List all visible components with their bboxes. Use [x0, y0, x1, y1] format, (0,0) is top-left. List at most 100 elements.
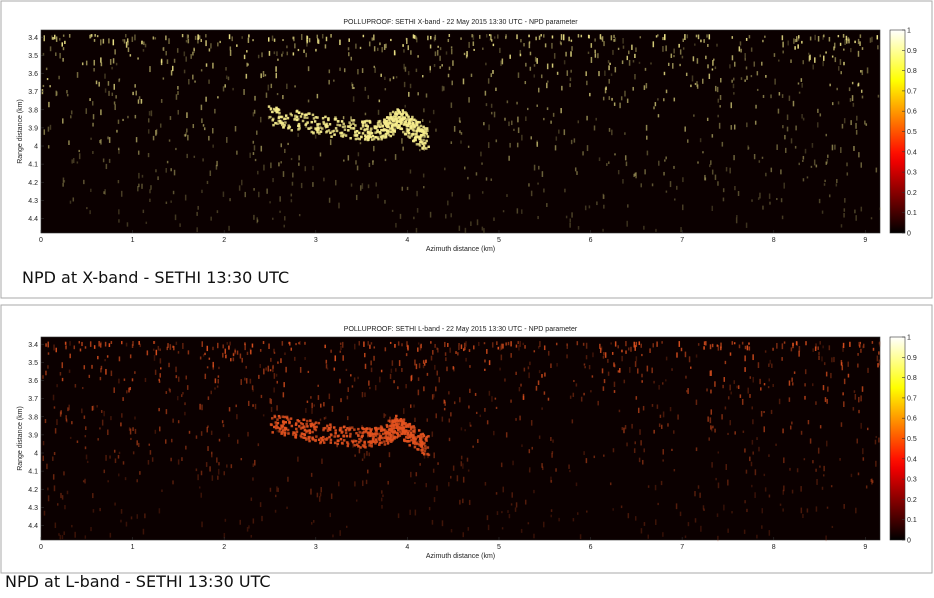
speckle-dot	[825, 440, 828, 447]
slick-dot	[312, 423, 315, 427]
speckle-dot	[256, 217, 258, 224]
speckle-dot	[348, 52, 350, 57]
speckle-dot	[307, 66, 310, 72]
speckle-dot	[484, 481, 487, 486]
speckle-dot	[542, 466, 544, 471]
speckle-dot	[460, 461, 463, 467]
speckle-dot	[524, 499, 527, 505]
slick-dot	[392, 125, 395, 128]
speckle-dot	[858, 152, 860, 158]
speckle-dot	[593, 125, 596, 131]
speckle-dot	[74, 384, 77, 388]
speckle-dot	[611, 129, 613, 136]
speckle-dot	[157, 176, 159, 181]
speckle-dot	[740, 77, 743, 80]
speckle-dot	[846, 172, 849, 176]
slick-dot	[353, 134, 357, 137]
speckle-dot	[733, 61, 736, 67]
slick-dot	[425, 139, 428, 143]
slick-dot	[371, 434, 374, 438]
speckle-dot	[736, 385, 738, 389]
speckle-dot	[711, 462, 713, 468]
speckle-dot	[206, 180, 209, 185]
speckle-dot	[770, 94, 772, 99]
speckle-dot	[714, 85, 717, 92]
speckle-dot	[495, 492, 498, 495]
speckle-dot	[529, 51, 532, 56]
speckle-dot	[458, 343, 460, 346]
speckle-dot	[276, 380, 279, 384]
y-tick-label: 4.4	[28, 216, 38, 223]
speckle-dot	[224, 348, 227, 354]
speckle-dot	[842, 345, 844, 352]
speckle-dot	[541, 374, 543, 378]
speckle-dot	[524, 80, 527, 85]
speckle-dot	[519, 49, 522, 55]
speckle-dot	[311, 408, 313, 414]
slick-dot	[386, 116, 389, 119]
speckle-dot	[860, 422, 862, 429]
speckle-dot	[462, 532, 465, 538]
speckle-dot	[826, 506, 829, 509]
slick-dot	[388, 116, 392, 119]
speckle-dot	[821, 356, 823, 362]
speckle-dot	[639, 429, 641, 435]
speckle-dot	[487, 78, 490, 84]
speckle-dot	[767, 386, 770, 389]
speckle-dot	[256, 130, 258, 135]
speckle-dot	[831, 144, 834, 151]
speckle-dot	[379, 463, 382, 468]
speckle-dot	[185, 56, 187, 62]
speckle-dot	[672, 63, 674, 69]
speckle-dot	[710, 160, 712, 165]
slick-dot	[397, 422, 400, 426]
speckle-dot	[724, 360, 727, 365]
speckle-dot	[200, 470, 203, 476]
speckle-dot	[547, 397, 550, 401]
speckle-dot	[463, 342, 466, 348]
speckle-dot	[458, 225, 461, 231]
y-tick-label: 4.1	[28, 469, 38, 476]
speckle-dot	[252, 463, 255, 468]
speckle-dot	[138, 183, 140, 188]
speckle-dot	[745, 66, 748, 70]
speckle-dot	[166, 59, 169, 64]
speckle-dot	[82, 480, 85, 483]
speckle-dot	[304, 166, 307, 172]
speckle-dot	[848, 87, 851, 92]
speckle-dot	[198, 486, 201, 489]
slick-dot	[330, 433, 333, 437]
speckle-dot	[429, 66, 432, 73]
slick-dot	[295, 430, 299, 434]
speckle-dot	[529, 66, 532, 71]
slick-dot	[419, 438, 423, 442]
speckle-dot	[304, 356, 306, 360]
slick-dot	[421, 432, 425, 436]
speckle-dot	[165, 391, 168, 394]
slick-dot	[283, 124, 286, 127]
speckle-dot	[270, 162, 272, 169]
speckle-dot	[543, 521, 545, 528]
slick-dot	[342, 439, 346, 442]
speckle-dot	[569, 222, 571, 228]
speckle-dot	[536, 104, 538, 107]
slick-dot	[314, 425, 317, 429]
speckle-dot	[339, 342, 342, 345]
slick-dot	[341, 135, 345, 138]
speckle-dot	[162, 47, 164, 51]
speckle-dot	[485, 103, 488, 107]
speckle-dot	[425, 483, 427, 488]
speckle-dot	[116, 129, 118, 133]
slick-dot	[318, 122, 321, 126]
speckle-dot	[60, 492, 62, 499]
speckle-dot	[132, 427, 134, 432]
speckle-dot	[752, 376, 755, 383]
colorbar-tick-label: 0.1	[907, 517, 917, 524]
slick-dot	[347, 428, 351, 432]
speckle-dot	[543, 117, 545, 121]
speckle-dot	[174, 214, 177, 221]
speckle-dot	[802, 117, 805, 121]
speckle-dot	[746, 508, 748, 513]
speckle-dot	[448, 482, 450, 487]
speckle-dot	[663, 71, 666, 76]
